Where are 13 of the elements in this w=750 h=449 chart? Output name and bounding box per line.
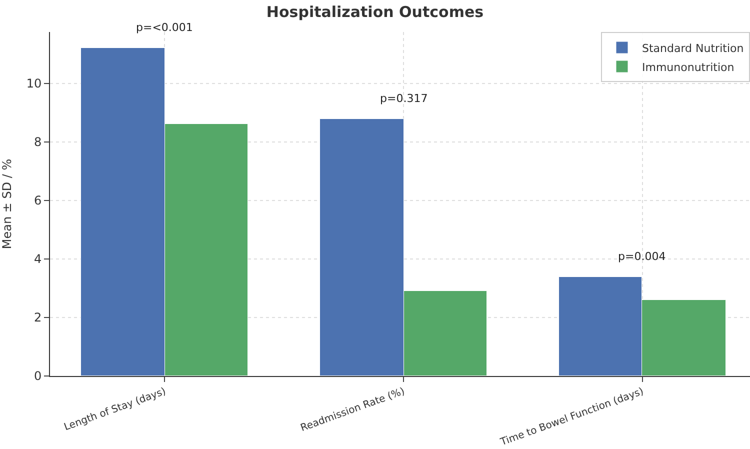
y-tick-label: 2 (34, 310, 42, 325)
y-tick-label: 6 (34, 194, 42, 208)
annotation: p=0.004 (618, 250, 666, 263)
y-tick-label: 4 (34, 252, 42, 266)
y-tick-label: 8 (34, 135, 42, 150)
y-tick-label: 0 (34, 369, 42, 384)
annotation: p=0.317 (380, 92, 428, 105)
legend-label: Standard Nutrition (642, 42, 744, 55)
y-tick-label: 10 (26, 76, 42, 91)
chart-title: Hospitalization Outcomes (266, 3, 484, 22)
y-axis-title: Mean ± SD / % (0, 158, 14, 250)
annotation: p=<0.001 (136, 21, 193, 34)
legend-label: Immunonutrition (642, 60, 734, 74)
